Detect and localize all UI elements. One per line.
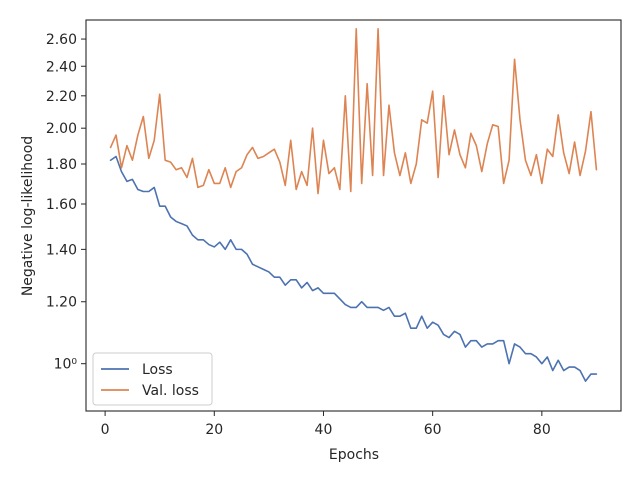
- series-line-loss: [109, 155, 598, 382]
- y-tick-label-0: 10⁰: [54, 357, 78, 373]
- y-tick-label-1: 1.20: [46, 295, 77, 311]
- legend-box: [92, 352, 213, 406]
- y-tick-label-2: 1.40: [46, 242, 77, 258]
- y-tick-label-6: 2.20: [46, 89, 77, 105]
- legend: Loss Val. loss: [92, 352, 213, 406]
- y-tick-label-5: 2.00: [46, 121, 77, 137]
- y-tick-label-8: 2.60: [46, 32, 77, 48]
- x-tick-label-1: 20: [205, 422, 223, 438]
- y-tick-label-3: 1.60: [46, 197, 77, 213]
- x-tick-label-0: 0: [101, 422, 110, 438]
- plot-frame: [85, 19, 622, 412]
- x-tick-label-3: 60: [424, 422, 442, 438]
- x-tick-label-2: 40: [315, 422, 333, 438]
- x-axis-label: Epochs: [329, 447, 379, 463]
- y-tick-label-4: 1.80: [46, 157, 77, 173]
- legend-label-val-loss: Val. loss: [142, 383, 199, 399]
- series-layer: [109, 27, 598, 382]
- series-line-val-loss: [109, 27, 598, 195]
- y-axis-label: Negative log-likelihood: [20, 136, 36, 296]
- x-tick-label-4: 80: [533, 422, 551, 438]
- y-tick-label-7: 2.40: [46, 59, 77, 75]
- y-axis: 10⁰ 1.20 1.40 1.60 1.80 2.00 2.20 2.40 2.60: [46, 32, 86, 373]
- legend-label-loss: Loss: [142, 362, 173, 378]
- x-axis: 0 20 40 60 80: [101, 411, 551, 438]
